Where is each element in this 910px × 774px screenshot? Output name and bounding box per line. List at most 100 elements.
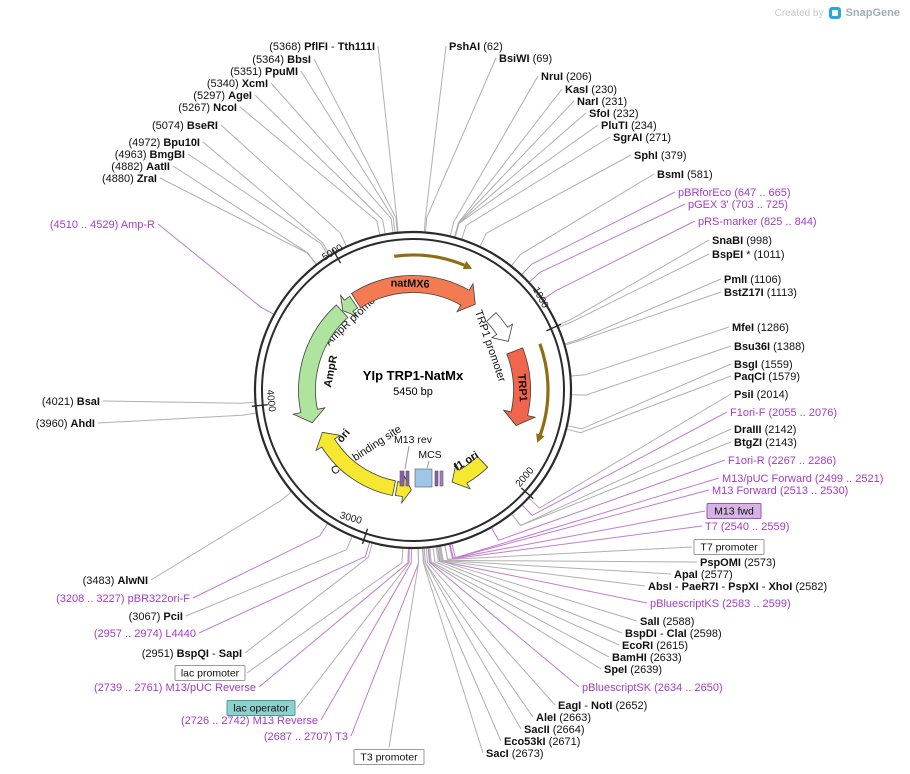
site-label-4880-zrai[interactable]: (4880) ZraI bbox=[102, 173, 157, 185]
site-label-sacii-2664[interactable]: SacII (2664) bbox=[524, 724, 585, 736]
site-label-nrui-206[interactable]: NruI (206) bbox=[541, 71, 592, 83]
leader-5351-ppumi bbox=[300, 70, 396, 233]
feature-f1-ori[interactable] bbox=[451, 455, 489, 490]
site-label-eco53ki-2671[interactable]: Eco53kI (2671) bbox=[504, 736, 580, 748]
site-label-bsmi-581[interactable]: BsmI (581) bbox=[657, 169, 713, 181]
site-label-5297-agei[interactable]: (5297) AgeI bbox=[193, 90, 252, 102]
tick-label-4000: 4000 bbox=[264, 389, 277, 413]
site-label-5368-pflfi-tth111i[interactable]: (5368) PflFI - Tth111I bbox=[269, 41, 375, 53]
leader-psii-2014 bbox=[528, 393, 732, 509]
site-label-5351-ppumi[interactable]: (5351) PpuMI bbox=[230, 66, 298, 78]
boxed-label-lac-operator[interactable]: lac operator bbox=[233, 703, 289, 715]
site-label-4963-bmgbi[interactable]: (4963) BmgBI bbox=[115, 149, 185, 161]
site-label-5267-ncoi[interactable]: (5267) NcoI bbox=[178, 102, 237, 114]
site-label-3483-alwni[interactable]: (3483) AlwNI bbox=[83, 575, 148, 587]
boxed-label-t7-promoter-box[interactable] bbox=[693, 539, 765, 555]
site-label-pbluescriptks-2583-2599[interactable]: pBluescriptKS (2583 .. 2599) bbox=[650, 598, 791, 610]
feature-tef-terminator-arc[interactable] bbox=[538, 343, 550, 436]
site-label-pmli-1106[interactable]: PmlI (1106) bbox=[724, 274, 781, 286]
feature-ampr[interactable] bbox=[292, 304, 349, 424]
feature-label-ampr[interactable]: AmpR bbox=[322, 354, 340, 388]
site-label-pluti-234[interactable]: PluTI (234) bbox=[601, 120, 657, 132]
site-label-bspei-1011[interactable]: BspEI * (1011) bbox=[712, 249, 785, 261]
site-label-pspomi-2573[interactable]: PspOMI (2573) bbox=[700, 557, 776, 569]
m13-rev-label[interactable]: M13 rev bbox=[394, 434, 433, 446]
site-label-saci-2673[interactable]: SacI (2673) bbox=[486, 748, 544, 760]
leader-5074-bseri bbox=[220, 124, 347, 246]
boxed-label-m13-fwd[interactable]: M13 fwd bbox=[714, 506, 754, 518]
site-label-bspdi-clai-2598[interactable]: BspDI - ClaI (2598) bbox=[625, 628, 722, 640]
site-label-m13-puc-forward-2499-2521[interactable]: M13/pUC Forward (2499 .. 2521) bbox=[722, 473, 883, 485]
leader-pluti-234 bbox=[454, 124, 599, 237]
site-label-apai-2577[interactable]: ApaI (2577) bbox=[674, 569, 733, 581]
site-label-ecori-2615[interactable]: EcoRI (2615) bbox=[622, 640, 688, 652]
site-label-eagi-noti-2652[interactable]: EagI - NotI (2652) bbox=[558, 700, 647, 712]
site-label-absi-paer7i-pspxi-xhoi-2582[interactable]: AbsI - PaeR7I - PspXI - XhoI (2582) bbox=[648, 581, 827, 593]
site-label-pbrforeco-647-665[interactable]: pBRforEco (647 .. 665) bbox=[678, 187, 791, 199]
site-label-prs-marker-825-844[interactable]: pRS-marker (825 .. 844) bbox=[698, 216, 817, 228]
site-label-5364-bbsi[interactable]: (5364) BbsI bbox=[252, 54, 311, 66]
feature-tef-promoter-arc[interactable] bbox=[393, 253, 466, 267]
leader-lac-promoter bbox=[246, 548, 404, 674]
site-label-bstz17i-1113[interactable]: BstZ17I (1113) bbox=[724, 287, 797, 299]
site-label-2951-bspqi-sapi[interactable]: (2951) BspQI - SapI bbox=[142, 648, 242, 660]
plasmid-backbone-outer-ring bbox=[253, 230, 573, 550]
site-label-5340-xcmi[interactable]: (5340) XcmI bbox=[207, 78, 268, 90]
boxed-label-lac-promoter-box[interactable] bbox=[174, 665, 246, 681]
site-label-alei-2663[interactable]: AleI (2663) bbox=[536, 712, 591, 724]
feature-trp1[interactable] bbox=[502, 347, 537, 426]
boxed-label-lac-operator-box[interactable] bbox=[226, 700, 296, 716]
site-label-bamhi-2633[interactable]: BamHI (2633) bbox=[612, 652, 682, 664]
site-label-nari-231[interactable]: NarI (231) bbox=[577, 96, 627, 108]
site-label-2739-2761-m13-puc-reverse[interactable]: (2739 .. 2761) M13/pUC Reverse bbox=[94, 682, 256, 694]
site-label-f1ori-f-2055-2076[interactable]: F1ori-F (2055 .. 2076) bbox=[730, 407, 837, 419]
site-label-pshai-62[interactable]: PshAI (62) bbox=[449, 41, 503, 53]
site-label-sgrai-271[interactable]: SgrAI (271) bbox=[613, 132, 671, 144]
site-label-bsu36i-1388[interactable]: Bsu36I (1388) bbox=[734, 341, 805, 353]
site-label-4972-bpu10i[interactable]: (4972) Bpu10I bbox=[128, 137, 200, 149]
site-label-5074-bseri[interactable]: (5074) BseRI bbox=[152, 120, 218, 132]
site-label-4510-4529-amp-r[interactable]: (4510 .. 4529) Amp-R bbox=[50, 219, 155, 231]
site-label-draiii-2142[interactable]: DraIII (2142) bbox=[734, 424, 796, 436]
feature-label-natmx6[interactable]: natMX6 bbox=[390, 277, 430, 290]
site-label-t7-2540-2559[interactable]: T7 (2540 .. 2559) bbox=[705, 521, 789, 533]
feature-label-trp1[interactable]: TRP1 bbox=[515, 373, 529, 402]
site-label-sphi-379[interactable]: SphI (379) bbox=[634, 150, 687, 162]
site-label-4882-aatii[interactable]: (4882) AatII bbox=[111, 161, 170, 173]
site-label-f1ori-r-2267-2286[interactable]: F1ori-R (2267 .. 2286) bbox=[728, 455, 836, 467]
site-label-bsgi-1559[interactable]: BsgI (1559) bbox=[734, 359, 793, 371]
site-label-spei-2639[interactable]: SpeI (2639) bbox=[604, 664, 662, 676]
site-label-pgex-3-703-725[interactable]: pGEX 3' (703 .. 725) bbox=[688, 199, 788, 211]
site-label-3208-3227-pbr322ori-f[interactable]: (3208 .. 3227) pBR322ori-F bbox=[56, 593, 190, 605]
feature-ori[interactable] bbox=[315, 431, 396, 496]
site-label-2687-2707-t3[interactable]: (2687 .. 2707) T3 bbox=[264, 731, 348, 743]
boxed-label-m13-fwd-box[interactable] bbox=[706, 503, 762, 519]
site-label-sali-2588[interactable]: SalI (2588) bbox=[640, 616, 694, 628]
feature-tef-promoter-arc-arrowhead bbox=[462, 261, 473, 270]
site-label-bsiwi-69[interactable]: BsiWI (69) bbox=[499, 53, 552, 65]
site-label-kasi-230[interactable]: KasI (230) bbox=[565, 84, 617, 96]
site-label-psii-2014[interactable]: PsiI (2014) bbox=[734, 389, 788, 401]
site-label-mfei-1286[interactable]: MfeI (1286) bbox=[732, 322, 789, 334]
site-label-m13-forward-2513-2530[interactable]: M13 Forward (2513 .. 2530) bbox=[712, 485, 848, 497]
site-label-pbluescriptsk-2634-2650[interactable]: pBluescriptSK (2634 .. 2650) bbox=[582, 682, 723, 694]
boxed-label-t7-promoter[interactable]: T7 promoter bbox=[700, 542, 758, 554]
site-label-3067-pcii[interactable]: (3067) PciI bbox=[129, 611, 183, 623]
site-label-paqci-1579[interactable]: PaqCI (1579) bbox=[734, 371, 800, 383]
feature-tef-terminator-arc-arrowhead bbox=[536, 433, 545, 443]
boxed-label-t3-promoter-box[interactable] bbox=[353, 749, 425, 765]
site-label-4021-bsai[interactable]: (4021) BsaI bbox=[42, 396, 100, 408]
site-label-snabi-998[interactable]: SnaBI (998) bbox=[712, 235, 772, 247]
site-label-2726-2742-m13-reverse[interactable]: (2726 .. 2742) M13 Reverse bbox=[181, 715, 318, 727]
boxed-label-t3-promoter[interactable]: T3 promoter bbox=[360, 752, 418, 764]
site-label-2957-2974-l4440[interactable]: (2957 .. 2974) L4440 bbox=[94, 628, 196, 640]
site-label-3960-ahdi[interactable]: (3960) AhdI bbox=[36, 418, 95, 430]
mcs-label[interactable]: MCS bbox=[418, 449, 441, 461]
site-label-sfoi-232[interactable]: SfoI (232) bbox=[589, 108, 639, 120]
leader-ecori-2615 bbox=[432, 547, 620, 646]
feature-natmx6[interactable] bbox=[350, 275, 476, 313]
site-label-btgzi-2143[interactable]: BtgZI (2143) bbox=[734, 437, 797, 449]
feature-ampr-promoter[interactable] bbox=[339, 293, 359, 318]
boxed-label-lac-promoter[interactable]: lac promoter bbox=[181, 668, 240, 680]
feature-trp1-promoter[interactable] bbox=[485, 312, 514, 342]
